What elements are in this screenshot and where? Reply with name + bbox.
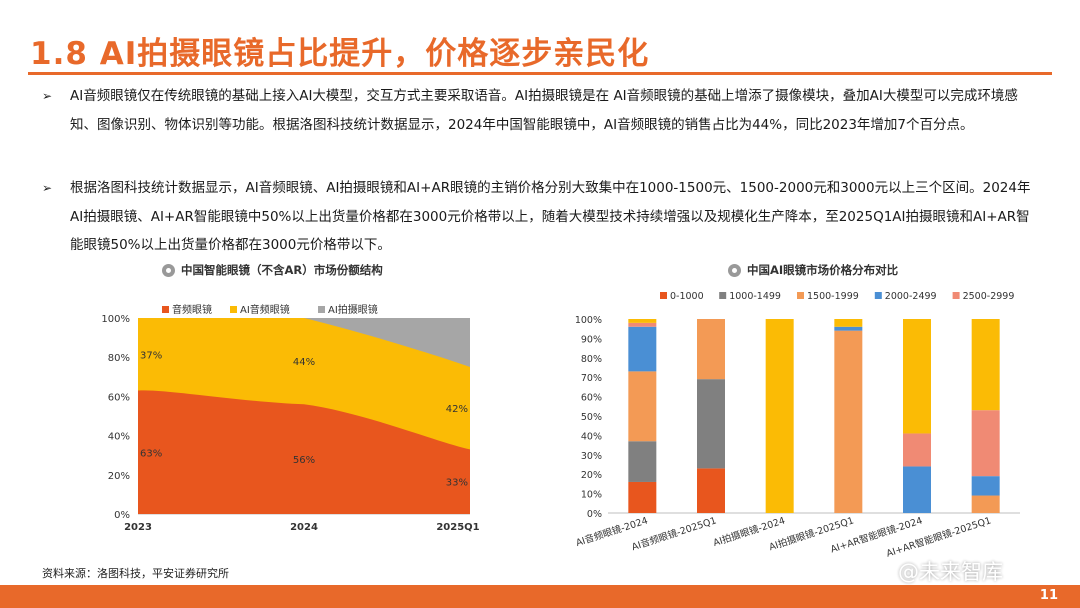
bar-segment	[697, 319, 725, 380]
y-tick-label: 70%	[581, 373, 602, 384]
legend-swatch	[162, 306, 169, 313]
y-tick-label: 90%	[581, 334, 602, 345]
bar-segment	[628, 322, 657, 327]
bar-segment	[971, 410, 1000, 477]
bar-segment	[971, 476, 1000, 496]
data-label: 56%	[293, 455, 315, 466]
arrow-bullet-icon: ➢	[42, 181, 53, 195]
title-divider	[28, 72, 1052, 75]
bar-segment	[971, 495, 1000, 513]
bar-segment	[903, 319, 931, 434]
y-tick-label: 100%	[575, 315, 602, 326]
bar-segment	[697, 468, 725, 513]
x-tick-label: 2025Q1	[436, 522, 479, 533]
legend-label: 0-1000	[670, 291, 704, 302]
bar-segment	[834, 326, 863, 331]
legend-label: AI拍摄眼镜	[328, 303, 378, 316]
bar-segment	[903, 466, 931, 513]
data-label: 37%	[140, 350, 162, 361]
data-label: 33%	[446, 478, 468, 489]
y-tick-label: 0%	[114, 510, 130, 521]
y-tick-label: 80%	[108, 353, 130, 364]
page-number: 11	[1039, 588, 1058, 603]
y-tick-label: 30%	[581, 451, 602, 462]
x-tick-label: 2023	[124, 522, 152, 533]
y-tick-label: 100%	[101, 314, 130, 325]
bar-segment	[628, 319, 657, 323]
chart-title-text: 中国智能眼镜（不含AR）市场份额结构	[181, 263, 383, 277]
legend-swatch	[719, 292, 727, 299]
bullet-paragraph: ➢ 根据洛图科技统计数据显示，AI音频眼镜、AI拍摄眼镜和AI+AR眼镜的主销价…	[42, 174, 1032, 260]
bar-segment	[697, 379, 725, 469]
y-tick-label: 0%	[587, 509, 602, 520]
bar-segment	[628, 326, 657, 372]
area-series-audio	[138, 390, 470, 514]
y-tick-label: 40%	[108, 432, 130, 443]
bar-segment	[765, 319, 794, 513]
arrow-bullet-icon: ➢	[42, 89, 53, 103]
data-label: 42%	[446, 404, 468, 415]
legend-swatch	[952, 292, 960, 299]
legend-swatch	[230, 306, 237, 313]
y-tick-label: 60%	[108, 392, 130, 403]
circle-bullet-icon	[728, 263, 741, 277]
chart-title: 中国AI眼镜市场价格分布对比	[728, 262, 898, 278]
legend-swatch	[797, 292, 804, 299]
y-tick-label: 10%	[581, 490, 602, 501]
bullet-text: AI音频眼镜仅在传统眼镜的基础上接入AI大模型，交互方式主要采取语音。AI拍摄眼…	[70, 88, 1018, 133]
bar-segment	[628, 441, 657, 482]
y-tick-label: 50%	[581, 412, 602, 423]
legend-label: AI音频眼镜	[240, 303, 290, 316]
legend-swatch	[318, 306, 325, 313]
legend-label: 1500-1999	[807, 291, 859, 302]
chart-title-text: 中国AI眼镜市场价格分布对比	[747, 263, 899, 277]
bullet-text: 根据洛图科技统计数据显示，AI音频眼镜、AI拍摄眼镜和AI+AR眼镜的主销价格分…	[70, 180, 1031, 253]
legend-label: 2500-2999	[963, 291, 1015, 302]
y-tick-label: 80%	[581, 354, 602, 365]
data-label: 44%	[293, 357, 315, 368]
watermark: @未来智库	[898, 560, 1003, 584]
y-tick-label: 60%	[581, 393, 602, 404]
footer-bar: 11	[0, 585, 1080, 608]
data-label: 63%	[140, 448, 162, 459]
bar-segment	[834, 330, 863, 513]
source-note: 资料来源：洛图科技，平安证券研究所	[42, 567, 229, 580]
legend-label: 1000-1499	[729, 291, 781, 302]
y-tick-label: 40%	[581, 431, 602, 442]
bar-segment	[628, 481, 657, 513]
y-tick-label: 20%	[108, 471, 130, 482]
chart-title: 中国智能眼镜（不含AR）市场份额结构	[162, 262, 383, 278]
bar-segment	[628, 371, 657, 442]
price-distribution-bar-chart: 0-1000 1000-1499 1500-1999 2000-2499 2500-29…	[574, 291, 1020, 560]
page-title: 1.8 AI拍摄眼镜占比提升，价格逐步亲民化	[30, 36, 650, 72]
y-tick-label: 20%	[581, 470, 602, 481]
bar-segment	[903, 433, 931, 467]
legend-label: 音频眼镜	[172, 303, 212, 316]
bullet-paragraph: ➢ AI音频眼镜仅在传统眼镜的基础上接入AI大模型，交互方式主要采取语音。AI拍…	[42, 82, 1032, 139]
x-tick-label: 2024	[290, 522, 318, 533]
bar-segment	[971, 319, 1000, 411]
legend-swatch	[874, 292, 882, 299]
legend-swatch	[660, 292, 667, 299]
circle-bullet-icon	[162, 263, 175, 277]
market-share-area-chart: 0% 20% 40% 60% 80% 100% 2023 2024 2025Q1 63% 37% 56…	[101, 303, 479, 533]
legend-label: 2000-2499	[885, 291, 937, 302]
bar-segment	[834, 319, 863, 327]
